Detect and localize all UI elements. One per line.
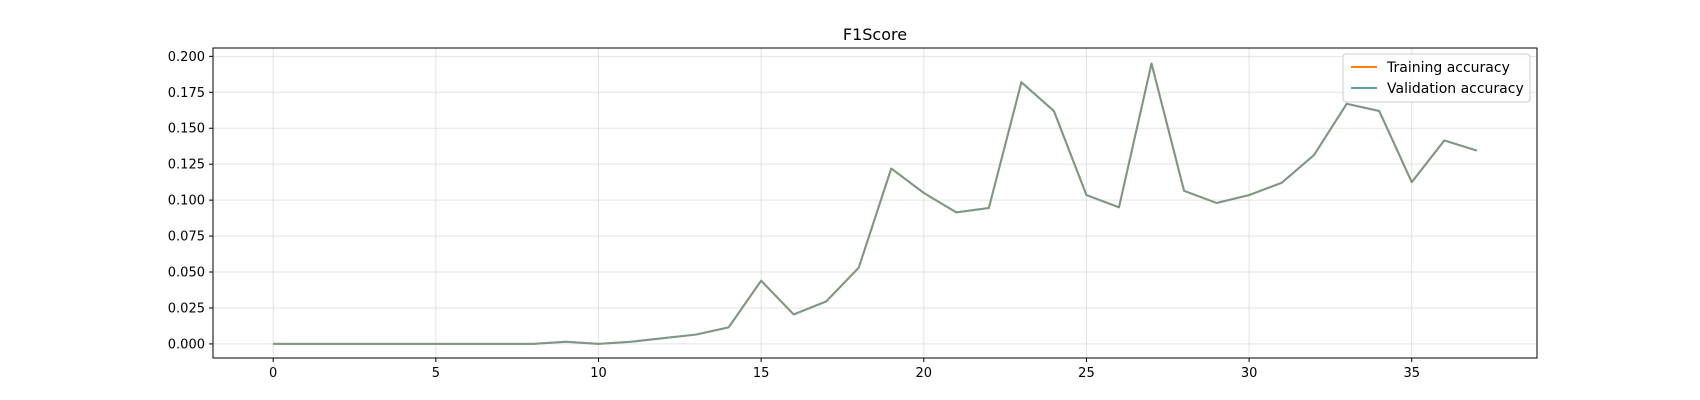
series-line-validation-accuracy	[273, 62, 1478, 345]
y-tick-label: 0.000	[168, 337, 205, 352]
legend: Training accuracy Validation accuracy	[1342, 53, 1531, 103]
y-tick-label: 0.075	[168, 230, 205, 245]
axis-ticks: 0 5 10 15 20 25 30 35 0.000 0.025 0.050 0.075 0.100 0…	[168, 50, 1420, 381]
x-tick-label: 30	[1241, 366, 1258, 381]
plot-area-frame	[212, 47, 1538, 359]
y-tick-label: 0.025	[168, 301, 205, 316]
x-tick-label: 25	[1078, 366, 1095, 381]
y-tick-label: 0.200	[168, 50, 205, 65]
x-tick-label: 15	[753, 366, 770, 381]
legend-label-validation-accuracy: Validation accuracy	[1387, 81, 1524, 97]
x-tick-label: 10	[590, 366, 607, 381]
grid	[213, 48, 1537, 358]
x-tick-label: 5	[432, 366, 440, 381]
y-tick-label: 0.125	[168, 158, 205, 173]
series-line-training-accuracy	[273, 62, 1478, 345]
y-tick-label: 0.150	[168, 122, 205, 137]
x-tick-label: 35	[1403, 366, 1420, 381]
y-tick-label: 0.100	[168, 194, 205, 209]
y-tick-label: 0.050	[168, 266, 205, 281]
legend-label-training-accuracy: Training accuracy	[1386, 60, 1510, 76]
x-tick-label: 0	[269, 366, 277, 381]
chart-title: F1Score	[843, 25, 907, 44]
x-tick-label: 20	[916, 366, 933, 381]
legend-box	[1342, 53, 1531, 103]
y-tick-label: 0.175	[168, 86, 205, 101]
series-lines	[273, 62, 1478, 345]
